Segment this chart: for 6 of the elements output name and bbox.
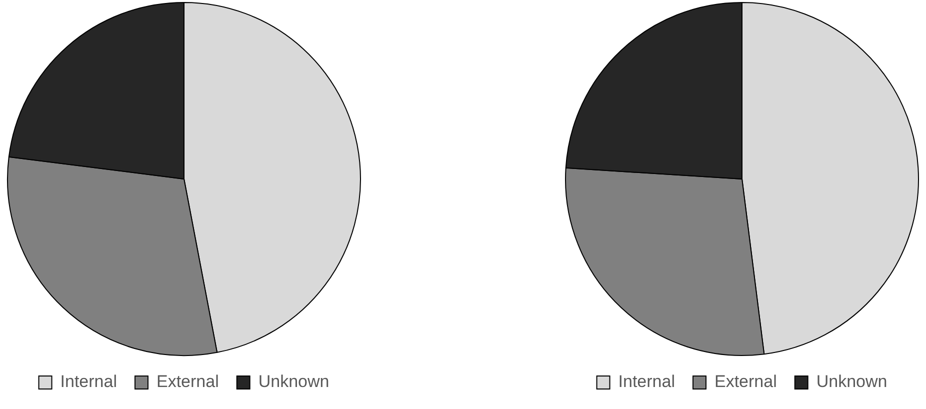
- legend-label: Internal: [60, 372, 117, 392]
- legend-label: Internal: [618, 372, 675, 392]
- legend-label: External: [156, 372, 219, 392]
- legend-label: Unknown: [816, 372, 888, 392]
- legend-label: External: [714, 372, 777, 392]
- legend-label: Unknown: [258, 372, 330, 392]
